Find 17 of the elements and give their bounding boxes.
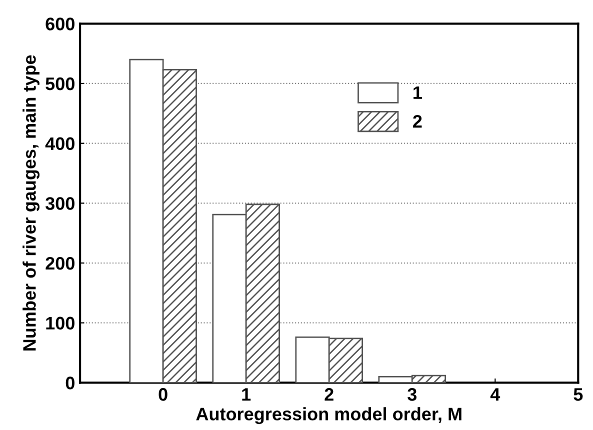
y-tick-label: 600 [46,18,74,30]
x-tick-label: 3 [408,388,417,401]
x-tick-label: 1 [242,388,251,401]
y-tick-label: 200 [46,256,74,270]
legend-label: 2 [413,114,422,128]
y-tick-label: 400 [45,137,74,150]
x-tick-label: 4 [490,388,500,401]
x-tick-label: 2 [324,388,334,401]
y-tick-label: 300 [45,197,74,210]
y-axis-title: Number of river gauges, main type [22,55,40,350]
x-axis-title: Autoregression model order, M [196,407,462,424]
legend-label: 1 [414,86,422,99]
y-tick-label: 500 [46,77,74,90]
x-tick-label: 0 [158,388,168,401]
y-tick-label: 100 [46,316,74,330]
y-tick-label: 0 [66,376,74,390]
x-tick-label: 5 [574,388,583,401]
